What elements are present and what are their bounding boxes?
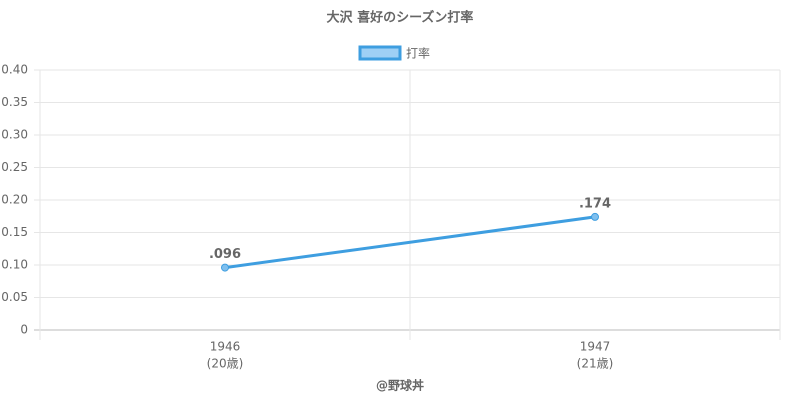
line: [224, 215, 596, 270]
x-tick-sublabel: (21歳): [577, 357, 614, 371]
y-tick-label: 0.15: [1, 225, 28, 239]
x-tick-sublabel: (20歳): [207, 357, 244, 371]
x-tick-label: 1946: [210, 340, 241, 354]
y-tick-label: 0.25: [1, 160, 28, 174]
y-tick-label: 0.35: [1, 95, 28, 109]
y-tick-label: 0: [20, 323, 28, 337]
point: [591, 212, 599, 221]
chart-title: 大沢 喜好のシーズン打率: [327, 10, 474, 26]
credit: @野球丼: [376, 378, 424, 393]
value-label: .096: [209, 247, 241, 262]
point: [221, 263, 229, 272]
y-tick-label: 0.20: [1, 193, 28, 207]
y-tick-label: 0.05: [1, 290, 28, 304]
y-tick-label: 0.10: [1, 258, 28, 272]
y-tick-label: 0.40: [1, 63, 28, 77]
x-tick-label: 1947: [580, 340, 611, 354]
legend-swatch: [358, 45, 402, 61]
value-label: .174: [579, 196, 611, 211]
legend-label: 打率: [406, 46, 430, 61]
y-tick-label: 0.30: [1, 128, 28, 142]
